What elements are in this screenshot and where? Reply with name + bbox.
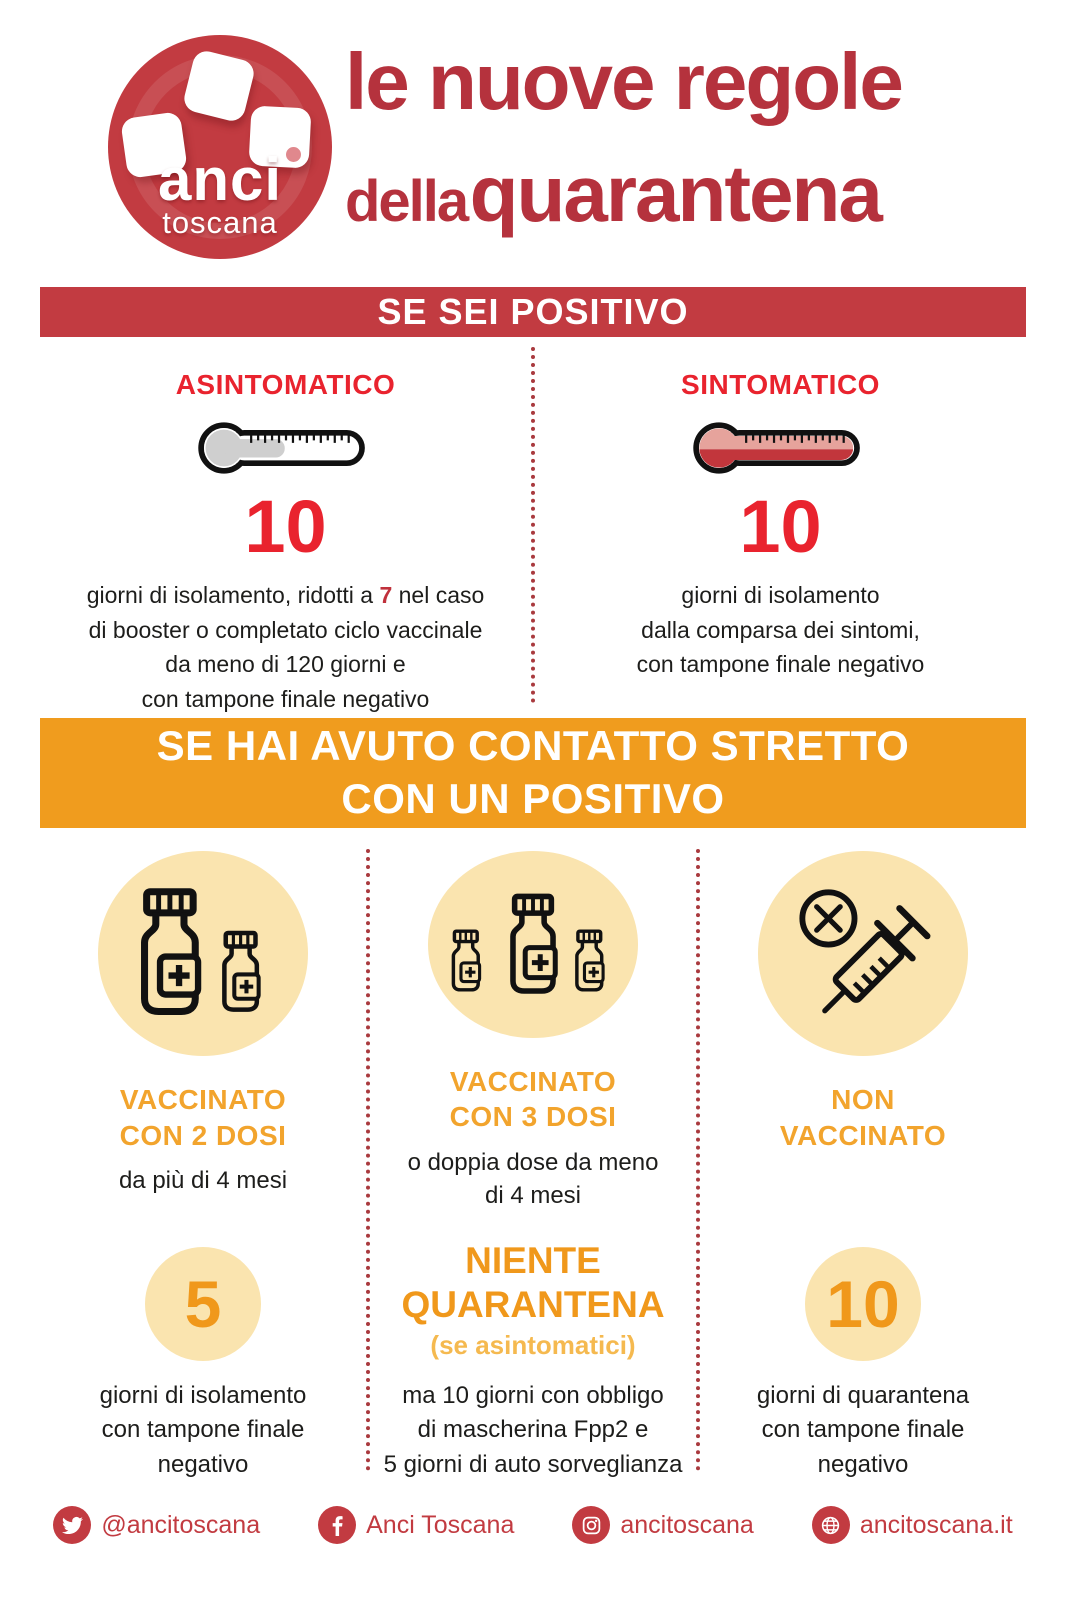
niente-quarantena-label: NIENTE QUARANTENA <box>401 1240 665 1325</box>
asintomatico-desc-highlight: 7 <box>379 582 393 608</box>
column-sintomatico: SINTOMATICO 10 giorni di isolamento dall… <box>535 345 1026 707</box>
vaccinato-2-dosi-subtext: da più di 4 mesi <box>118 1167 288 1195</box>
asintomatico-days-value: 10 <box>244 485 327 568</box>
asintomatico-heading: ASINTOMATICO <box>175 369 396 400</box>
logo-text-anci: anci <box>157 146 283 213</box>
social-link-facebook-label: Anci Toscana <box>366 1510 515 1539</box>
section-contatto: VACCINATO CON 2 DOSI da più di 4 mesi 5 … <box>40 843 1026 1483</box>
social-link-facebook[interactable]: Anci Toscana <box>318 1506 514 1544</box>
page-title: le nuove regole della quarantena <box>345 37 904 234</box>
sintomatico-days-value: 10 <box>739 485 822 568</box>
banner-se-sei-positivo-label: SE SEI POSITIVO <box>377 291 689 332</box>
sintomatico-desc-lines: giorni di isolamento dalla comparsa dei … <box>636 582 925 677</box>
dotted-separator-vertical <box>696 849 700 1471</box>
social-link-twitter-label: @ancitoscana <box>101 1510 261 1539</box>
asintomatico-desc-pre: giorni di isolamento, ridotti a <box>86 582 380 608</box>
page-title-della: della <box>345 169 469 234</box>
page-title-line1: le nuove regole <box>345 37 904 126</box>
logo-text-toscana: toscana <box>162 205 278 240</box>
vaccinato-3-dosi-subtext: o doppia dose da meno di 4 mesi <box>407 1149 659 1209</box>
social-link-website-label: ancitoscana.it <box>859 1510 1013 1539</box>
days-badge-10-value: 10 <box>826 1267 900 1342</box>
icon-circle <box>98 851 308 1056</box>
medicine-bottles-3-icon <box>451 873 605 1015</box>
logo-i-dot <box>286 147 301 162</box>
social-footer: @ancitoscana Anci Toscana ancitoscana an… <box>0 1506 1066 1544</box>
days-badge-5-value: 5 <box>184 1267 222 1342</box>
non-vaccinato-description: giorni di quarantena con tampone finale … <box>756 1381 970 1479</box>
banner-se-sei-positivo: SE SEI POSITIVO <box>40 287 1026 337</box>
social-link-website[interactable]: ancitoscana.it <box>811 1506 1013 1544</box>
asintomatico-description: giorni di isolamento, ridotti a 7 nel ca… <box>56 578 516 716</box>
vaccinato-2-dosi-description: giorni di isolamento con tampone finale … <box>99 1381 307 1479</box>
social-link-instagram-label: ancitoscana <box>620 1510 754 1539</box>
column-vaccinato-2-dosi: VACCINATO CON 2 DOSI da più di 4 mesi 5 … <box>40 843 366 1483</box>
social-link-instagram[interactable]: ancitoscana <box>572 1506 754 1544</box>
twitter-icon <box>53 1506 92 1544</box>
page-title-quarantena: quarantena <box>469 149 883 238</box>
icon-circle <box>428 851 638 1038</box>
dotted-separator-vertical <box>531 347 535 703</box>
thermometer-gray-icon <box>197 422 365 474</box>
no-vaccine-syringe-icon <box>799 889 931 1014</box>
globe-icon <box>811 1506 850 1544</box>
dotted-separator-vertical <box>366 849 370 1471</box>
non-vaccinato-label: NON VACCINATO <box>779 1083 947 1151</box>
sintomatico-heading: SINTOMATICO <box>681 369 880 400</box>
page-title-line2: della quarantena <box>345 154 902 234</box>
se-asintomatici-note: (se asintomatici) <box>430 1329 636 1360</box>
vaccinato-2-dosi-label: VACCINATO CON 2 DOSI <box>119 1083 287 1151</box>
column-asintomatico: ASINTOMATICO 10 giorni di isolamento, ri… <box>40 345 531 712</box>
icon-circle <box>758 851 968 1056</box>
sintomatico-description: giorni di isolamento dalla comparsa dei … <box>551 578 1011 682</box>
asintomatico-desc-lines: di booster o completato ciclo vaccinale … <box>88 616 483 712</box>
anci-toscana-logo: anci toscana <box>108 35 332 259</box>
asintomatico-desc-post: nel caso <box>392 582 485 608</box>
vaccinato-3-dosi-description: ma 10 giorni con obbligo di mascherina F… <box>383 1381 683 1479</box>
banner-contatto-stretto-label: SE HAI AVUTO CONTATTO STRETTO CON UN POS… <box>156 722 910 822</box>
logo-wordmark: anci toscana <box>108 146 332 240</box>
facebook-icon <box>318 1506 357 1544</box>
days-badge-5: 5 <box>145 1247 261 1361</box>
thermometer-red-icon <box>692 422 860 474</box>
column-non-vaccinato: NON VACCINATO 10 giorni di quarantena co… <box>700 843 1026 1483</box>
section-positivo: ASINTOMATICO 10 giorni di isolamento, ri… <box>40 345 1026 712</box>
instagram-icon <box>572 1506 611 1544</box>
social-link-twitter[interactable]: @ancitoscana <box>53 1506 260 1544</box>
days-badge-10: 10 <box>805 1247 921 1361</box>
vaccinato-3-dosi-label: VACCINATO CON 3 DOSI <box>449 1065 617 1133</box>
banner-contatto-stretto: SE HAI AVUTO CONTATTO STRETTO CON UN POS… <box>40 718 1026 828</box>
column-vaccinato-3-dosi: VACCINATO CON 3 DOSI o doppia dose da me… <box>370 843 696 1483</box>
medicine-bottles-2-icon <box>122 884 284 1022</box>
